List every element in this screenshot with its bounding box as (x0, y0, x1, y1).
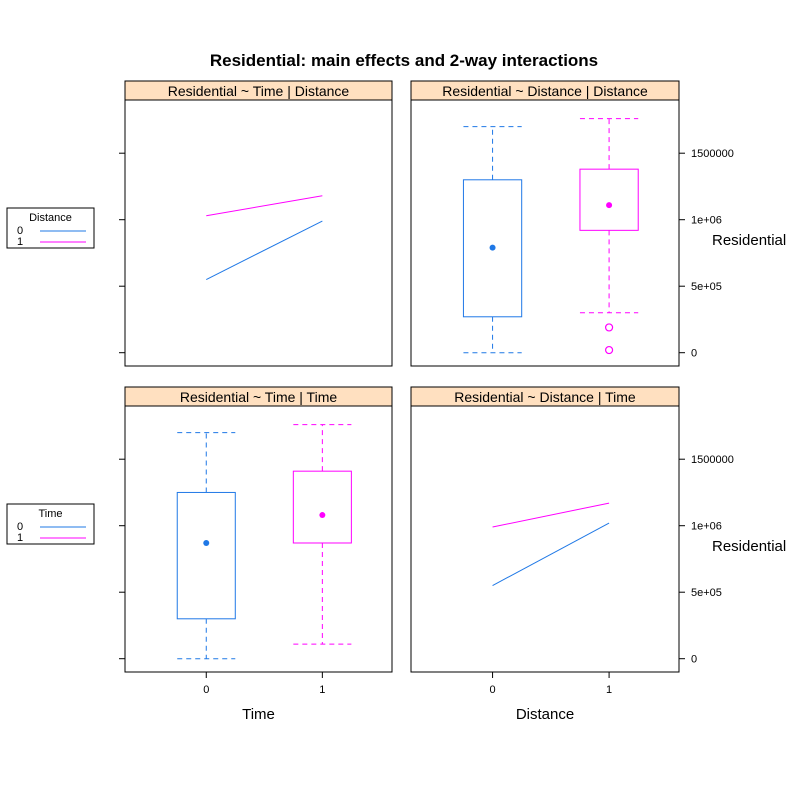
panel-strip (410, 80, 680, 101)
y-tick-label: 1e+06 (691, 215, 722, 227)
x-tick-label: 0 (203, 684, 209, 696)
legend-entry-label: 0 (17, 225, 23, 237)
x-axis-label-distance: Distance (516, 706, 574, 723)
series-line-1 (206, 195, 323, 217)
median-point (489, 244, 496, 251)
panel-marks (492, 502, 610, 586)
panel-marks (462, 118, 639, 355)
legend-frame (6, 503, 95, 545)
chart-title: Residential: main effects and 2-way inte… (210, 51, 598, 70)
series-line-0 (206, 220, 323, 280)
outlier-point (604, 323, 614, 332)
box-iqr (579, 168, 639, 231)
boxplot-1 (579, 118, 639, 355)
axes: 0 5e+05 1e+06 1500000 0 5e+05 1e+06 1500000 0 1 0 1 (119, 148, 734, 696)
panel-time-by-time: Residential ~ Time | Time (124, 386, 393, 673)
legend-distance: Distance 0 1 (6, 207, 95, 249)
y-axis-label-bottom: Residential (712, 538, 786, 555)
y-tick-label: 1500000 (691, 454, 734, 466)
y-tick-label: 0 (691, 654, 697, 666)
y-tick-label: 5e+05 (691, 281, 722, 293)
legend-frame (6, 207, 95, 249)
median-point (606, 202, 613, 209)
x-tick-label: 1 (319, 684, 325, 696)
boxplot-0 (176, 432, 236, 660)
panel-time-by-distance: Residential ~ Time | Distance (124, 80, 393, 367)
panel-marks (176, 424, 352, 660)
series-line-0 (492, 522, 610, 586)
y-axis-label-top: Residential (712, 232, 786, 249)
box-iqr (176, 491, 236, 620)
panel-strip (124, 80, 393, 101)
panel-distance-by-time: Residential ~ Distance | Time (410, 386, 680, 673)
panel-strip-label: Residential ~ Time | Time (180, 389, 338, 405)
panel-frame (410, 405, 680, 673)
legend-time: Time 0 1 (6, 503, 95, 545)
boxplot-0 (462, 126, 523, 354)
panel-marks (206, 195, 323, 280)
panel-frame (124, 405, 393, 673)
box-iqr (292, 470, 352, 544)
y-tick-label: 0 (691, 348, 697, 360)
panel-distance-by-distance: Residential ~ Distance | Distance (410, 80, 680, 367)
panel-frame (124, 99, 393, 367)
boxplot-1 (292, 424, 352, 645)
panel-frame (410, 99, 680, 367)
y-tick-label: 1e+06 (691, 521, 722, 533)
panel-strip (124, 386, 393, 407)
median-point (203, 539, 210, 546)
panel-strip-label: Residential ~ Distance | Distance (442, 83, 648, 99)
y-tick-label: 5e+05 (691, 587, 722, 599)
legend-entry-label: 1 (17, 236, 23, 248)
x-axis-label-time: Time (242, 706, 275, 723)
panel-strip-label: Residential ~ Distance | Time (454, 389, 636, 405)
x-tick-label: 0 (490, 684, 496, 696)
legend-entry-label: 0 (17, 521, 23, 533)
legend-title: Time (38, 508, 62, 520)
outlier-point (604, 345, 614, 355)
y-tick-label: 1500000 (691, 148, 734, 160)
legend-title: Distance (29, 212, 72, 224)
legend-entry-label: 1 (17, 532, 23, 544)
median-point (319, 512, 326, 519)
panel-strip-label: Residential ~ Time | Distance (168, 83, 350, 99)
series-line-1 (492, 502, 610, 528)
x-tick-label: 1 (606, 684, 612, 696)
panel-strip (410, 386, 680, 407)
